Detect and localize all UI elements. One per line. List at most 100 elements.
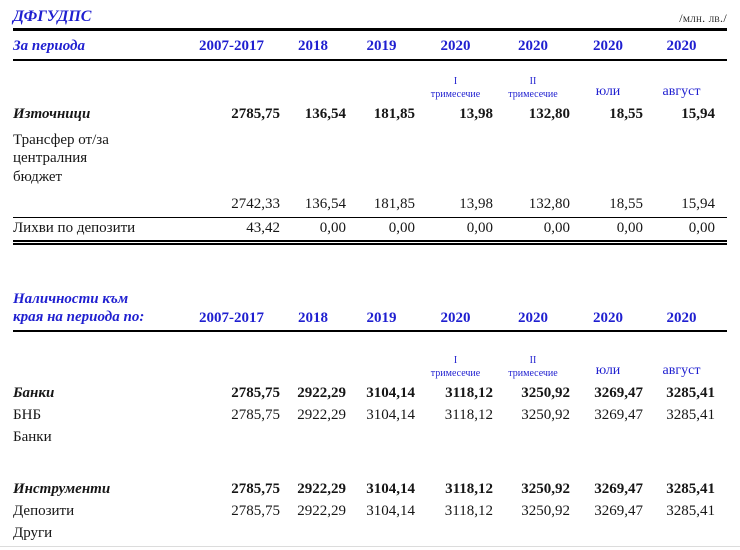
year-header-2020-jul: 2020 xyxy=(593,38,623,54)
value-cell: 43,42 xyxy=(246,220,280,236)
value-cell: 136,54 xyxy=(304,196,346,212)
value-cell: 3104,14 xyxy=(366,385,415,401)
value-cell: 0,00 xyxy=(616,220,643,236)
value-cell: 3118,12 xyxy=(444,407,493,423)
value-cell: 2785,75 xyxy=(231,503,280,519)
value-cell: 2742,33 xyxy=(231,196,280,212)
value-cell: 18,55 xyxy=(609,106,643,122)
value-cell: 3118,12 xyxy=(445,385,493,401)
value-cell: 3250,92 xyxy=(521,385,570,401)
value-cell: 3250,92 xyxy=(521,407,570,423)
value-cell: 3104,14 xyxy=(366,407,415,423)
month-header-july: юли xyxy=(595,84,621,99)
row-label: Банки xyxy=(13,429,52,445)
value-cell: 13,98 xyxy=(459,196,493,212)
row-label: Депозити xyxy=(13,503,75,519)
row-label: Лихви по депозити xyxy=(13,220,136,236)
row-label: Банки xyxy=(13,385,55,401)
quarter1-word: тримесечие xyxy=(430,367,481,379)
value-cell: 0,00 xyxy=(688,220,715,236)
value-cell: 3285,41 xyxy=(666,385,715,401)
row-deposits: Депозити 2785,75 2922,29 3104,14 3118,12… xyxy=(13,498,727,520)
year-header-2020-aug: 2020 xyxy=(666,310,697,326)
value-cell: 0,00 xyxy=(388,220,415,236)
value-cell: 13,98 xyxy=(459,106,493,122)
year-header-2020-q1: 2020 xyxy=(440,38,471,54)
value-cell: 2785,75 xyxy=(231,385,280,401)
row-label: Инструменти xyxy=(13,481,111,497)
row-interest: Лихви по депозити 43,42 0,00 0,00 0,00 0… xyxy=(13,217,727,245)
value-cell: 0,00 xyxy=(466,220,493,236)
quarter1-numeral: I xyxy=(453,355,458,366)
subperiod-header: I тримесечие II тримесечие юли август xyxy=(13,346,727,380)
value-cell: 136,54 xyxy=(304,106,346,122)
period-label: За периода xyxy=(13,38,85,54)
value-cell: 0,00 xyxy=(543,220,570,236)
balances-years-header: Наличности към края на периода по: 2007-… xyxy=(13,263,727,332)
value-cell: 2922,29 xyxy=(297,407,346,423)
value-cell: 3285,41 xyxy=(666,407,715,423)
value-cell: 18,55 xyxy=(609,196,643,212)
row-label: Други xyxy=(13,525,53,541)
value-cell: 15,94 xyxy=(681,106,715,122)
balances-header-label: Наличности към края на периода по: xyxy=(13,290,145,326)
value-cell: 3118,12 xyxy=(444,503,493,519)
year-header-2019: 2019 xyxy=(366,38,397,54)
value-cell: 132,80 xyxy=(528,196,570,212)
quarter2-numeral: II xyxy=(529,355,537,366)
value-cell: 3269,47 xyxy=(594,385,643,401)
quarter1-header: I тримесечие xyxy=(418,76,496,101)
period-years-header: За периода 2007-2017 2018 2019 2020 2020… xyxy=(13,31,727,61)
row-label: БНБ xyxy=(13,407,42,423)
quarter1-numeral: I xyxy=(453,76,458,87)
row-label-text: Трансфер от/за централния бюджет xyxy=(13,132,109,185)
balances-header-label-cell: Наличности към края на периода по: xyxy=(13,290,183,328)
month-header-august: август xyxy=(662,363,701,378)
value-cell: 3250,92 xyxy=(521,503,570,519)
value-cell: 132,80 xyxy=(528,106,570,122)
row-sources: Източници 2785,75 136,54 181,85 13,98 13… xyxy=(13,101,727,123)
year-header-2019: 2019 xyxy=(366,310,397,326)
row-others: Други xyxy=(13,520,727,542)
quarter2-header: II тримесечие xyxy=(496,355,573,380)
quarter2-numeral: II xyxy=(529,76,537,87)
row-bnb: БНБ 2785,75 2922,29 3104,14 3118,12 3250… xyxy=(13,402,727,424)
value-cell: 2922,29 xyxy=(297,385,346,401)
row-banks-item: Банки xyxy=(13,424,727,446)
value-cell: 2785,75 xyxy=(231,407,280,423)
year-header-2020-q1: 2020 xyxy=(440,310,471,326)
row-instruments-group: Инструменти 2785,75 2922,29 3104,14 3118… xyxy=(13,476,727,498)
value-cell: 181,85 xyxy=(373,196,415,212)
quarter2-header: II тримесечие xyxy=(496,76,573,101)
quarter1-word: тримесечие xyxy=(430,88,481,100)
year-header-2020-q2: 2020 xyxy=(518,38,548,54)
year-header-2020-aug: 2020 xyxy=(666,38,697,54)
value-cell: 2922,29 xyxy=(297,481,346,497)
bottom-divider xyxy=(0,546,740,547)
year-header-2020-q2: 2020 xyxy=(518,310,548,326)
month-header-august: август xyxy=(662,84,701,99)
value-cell: 3269,47 xyxy=(594,503,643,519)
year-header-2018: 2018 xyxy=(298,38,328,54)
value-cell: 181,85 xyxy=(373,106,415,122)
year-header-2020-jul: 2020 xyxy=(593,310,623,326)
quarter2-word: тримесечие xyxy=(508,88,558,100)
quarter1-header: I тримесечие xyxy=(418,355,496,380)
year-header-2007-2017: 2007-2017 xyxy=(199,38,264,54)
value-cell: 15,94 xyxy=(681,196,715,212)
value-cell: 2922,29 xyxy=(297,503,346,519)
value-cell: 3104,14 xyxy=(366,481,415,497)
year-header-2007-2017: 2007-2017 xyxy=(199,310,264,326)
value-cell: 3118,12 xyxy=(445,481,493,497)
row-transfer: Трансфер от/за централния бюджет 2742,33… xyxy=(13,123,727,215)
row-label: Източници xyxy=(13,106,91,122)
month-header-july: юли xyxy=(595,363,621,378)
value-cell: 2785,75 xyxy=(231,481,280,497)
value-cell: 2785,75 xyxy=(231,106,280,122)
subperiod-header: I тримесечие II тримесечие юли август xyxy=(13,67,727,101)
year-header-2018: 2018 xyxy=(298,310,328,326)
quarter2-word: тримесечие xyxy=(508,367,558,379)
row-banks-group: Банки 2785,75 2922,29 3104,14 3118,12 32… xyxy=(13,380,727,402)
value-cell: 3104,14 xyxy=(366,503,415,519)
